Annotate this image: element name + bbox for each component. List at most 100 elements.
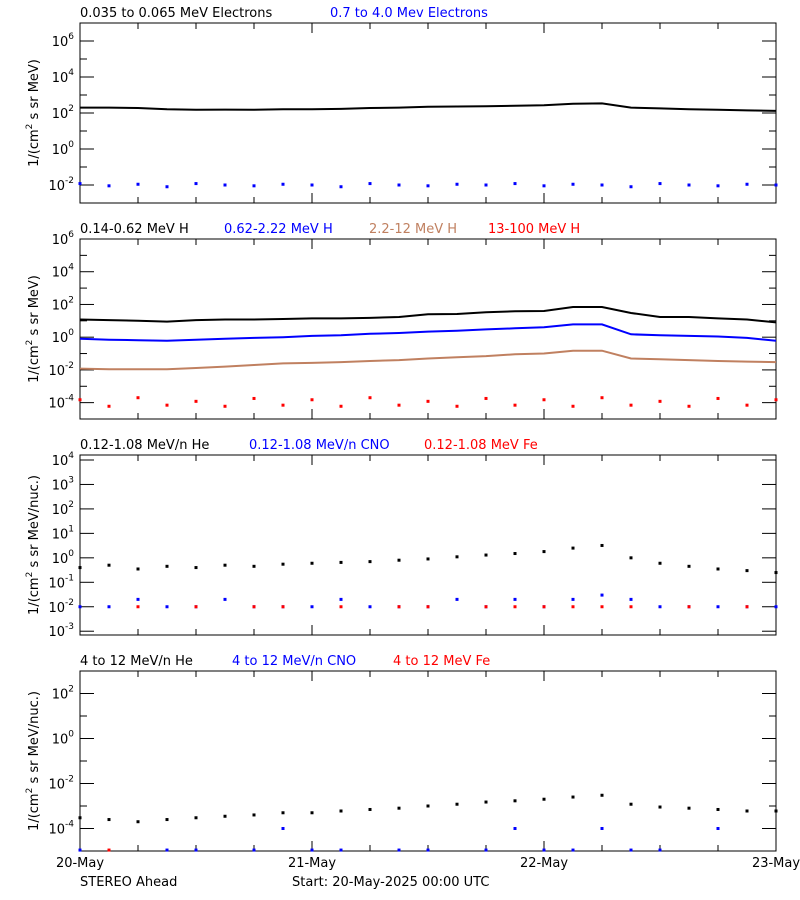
data-point [513,552,517,556]
data-point [513,182,517,186]
y-tick-label: 102 [52,104,74,122]
data-point [165,605,169,609]
legend-entry: 0.12-1.08 MeV/n CNO [249,438,390,453]
data-point [513,403,517,407]
y-tick-label: 104 [52,68,75,86]
data-point [629,605,633,609]
data-point [194,605,198,609]
data-point [281,827,285,830]
data-point [281,811,285,815]
data-point [513,597,517,601]
data-point [339,185,343,189]
data-point [368,807,372,811]
legend-entry: 0.7 to 4.0 Mev Electrons [330,6,488,21]
data-point [368,605,372,609]
data-point [745,182,749,186]
data-point [745,403,749,407]
legend-entry: 0.035 to 0.065 MeV Electrons [80,6,272,21]
series-1 [79,306,777,324]
x-tick-label: 20-May [56,856,104,871]
series-2 [78,827,720,852]
series-2 [79,323,777,342]
data-point [397,605,401,609]
data-point [774,571,778,575]
data-point [223,404,227,408]
series-1 [78,543,778,575]
data-point [426,184,430,188]
data-point [484,848,488,852]
data-point [223,563,227,567]
plot-frame [79,238,777,420]
data-point [571,404,575,408]
legend-entry: 0.62-2.22 MeV H [224,222,333,237]
data-point [339,809,343,813]
data-point [484,396,488,400]
data-point [542,184,546,188]
data-point [600,793,604,797]
data-point [223,814,227,818]
data-point [658,399,662,403]
y-tick-label: 101 [52,524,74,542]
data-point [658,848,662,852]
data-point [629,848,633,852]
data-point [368,182,372,186]
data-point [629,597,633,601]
data-point [281,182,285,186]
panel-3: 10-3 10-2 10-1 100 101 102 103 104 1/(cm2 s sr M… [25,438,778,640]
data-point [107,848,111,852]
data-point [194,566,198,570]
data-point [136,567,140,571]
legend-entry: 4 to 12 MeV/n CNO [232,654,356,669]
data-point [484,183,488,187]
data-point [281,605,285,609]
data-point [426,804,430,808]
data-point [600,396,604,400]
y-tick-label: 102 [52,500,74,518]
data-point [571,795,575,799]
data-point [716,807,720,811]
data-point [78,816,82,820]
data-point [658,805,662,809]
data-point [658,605,662,609]
data-point [687,806,691,810]
series-2 [78,182,778,189]
y-tick-label: 100 [52,140,75,158]
data-point [397,558,401,562]
y-tick-label: 106 [52,230,75,248]
data-point [165,848,169,852]
x-tick-label: 23-May [752,856,800,871]
data-point [165,564,169,568]
y-tick-label: 104 [52,263,75,281]
data-point [455,802,459,806]
data-point [339,404,343,408]
data-point [252,813,256,817]
data-point [310,183,314,187]
start-time-label: Start: 20-May-2025 00:00 UTC [292,875,489,890]
data-point [629,403,633,407]
y-tick-label: 10-3 [48,622,74,640]
data-point [687,404,691,408]
data-point [455,182,459,186]
legend-entry: 0.12-1.08 MeV Fe [424,438,538,453]
data-point [513,605,517,609]
data-point [600,827,604,830]
y-tick-label: 103 [52,475,74,493]
series-line [79,306,777,324]
data-point [397,183,401,187]
legend-entry: 4 to 12 MeV Fe [393,654,490,669]
data-point [716,396,720,400]
legend-entry: 13-100 MeV H [488,222,580,237]
data-point [774,809,778,813]
data-point [658,561,662,565]
data-point [339,605,343,609]
data-point [78,398,82,402]
panel-1: 10-2 100 102 104 106 1/(cm2 s sr MeV) 0.035 to… [25,6,778,204]
y-tick-label: 10-2 [48,176,74,194]
data-point [252,184,256,188]
data-point [165,818,169,822]
data-point [136,597,140,601]
data-point [542,398,546,402]
series-line [80,102,777,112]
plot-frame [79,22,777,204]
